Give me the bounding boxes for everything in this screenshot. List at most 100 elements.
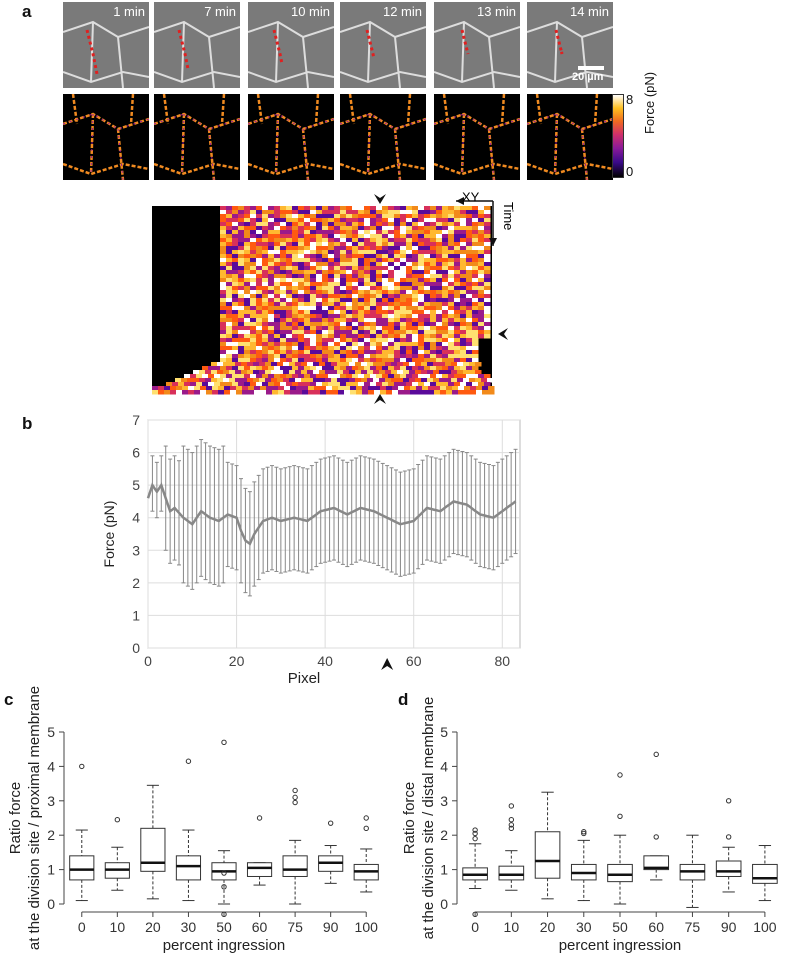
micrograph-frame: 7 min xyxy=(154,2,240,88)
kymo-cell xyxy=(422,386,429,391)
kymo-cell xyxy=(316,342,323,347)
kymo-cell xyxy=(334,290,341,295)
kymo-cell xyxy=(436,382,443,387)
kymo-cell xyxy=(319,378,326,383)
kymo-cell xyxy=(298,278,305,283)
kymo-cell xyxy=(448,234,455,239)
kymo-cell xyxy=(400,254,407,259)
kymo-cell xyxy=(280,338,287,343)
kymo-cell xyxy=(226,238,233,243)
kymo-cell xyxy=(290,390,297,395)
kymo-cell xyxy=(188,386,195,391)
kymo-cell xyxy=(466,206,473,211)
kymo-cell xyxy=(238,350,245,355)
kymo-cell xyxy=(346,330,353,335)
kymo-cell xyxy=(404,390,411,395)
kymo-cell xyxy=(280,230,287,235)
kymo-cell xyxy=(220,214,227,219)
kymo-cell xyxy=(316,374,323,379)
kymo-cell xyxy=(448,290,455,295)
kymo-cell xyxy=(304,358,311,363)
kymo-cell xyxy=(250,382,257,387)
kymo-cell xyxy=(164,386,171,391)
kymo-cell xyxy=(376,242,383,247)
kymo-cell xyxy=(352,226,359,231)
kymo-cell xyxy=(388,266,395,271)
kymo-cell xyxy=(376,246,383,251)
kymo-cell xyxy=(460,234,467,239)
kymo-cell xyxy=(394,322,401,327)
kymo-cell xyxy=(382,278,389,283)
x-axis-label: Pixel xyxy=(288,670,321,687)
kymo-cell xyxy=(325,362,332,367)
kymo-cell xyxy=(256,218,263,223)
kymo-cell xyxy=(352,302,359,307)
kymo-cell xyxy=(454,322,461,327)
kymo-cell xyxy=(301,370,308,375)
kymo-cell xyxy=(430,346,437,351)
kymo-cell xyxy=(466,326,473,331)
kymo-cell xyxy=(250,250,257,255)
kymo-cell xyxy=(418,298,425,303)
kymo-cell xyxy=(478,214,485,219)
kymo-cell xyxy=(370,310,377,315)
kymo-cell xyxy=(280,270,287,275)
kymo-cell xyxy=(394,214,401,219)
kymo-cell xyxy=(220,366,227,371)
kymo-cell xyxy=(415,362,422,367)
kymo-cell xyxy=(214,374,221,379)
kymo-cell xyxy=(244,354,251,359)
box xyxy=(607,863,633,883)
kymo-cell xyxy=(307,370,314,375)
kymo-cell xyxy=(202,366,209,371)
kymo-cell xyxy=(448,366,455,371)
kymo-cell xyxy=(310,290,317,295)
kymo-cell xyxy=(454,334,461,339)
kymo-cell xyxy=(268,366,275,371)
kymo-cell xyxy=(472,218,479,223)
kymo-cell xyxy=(250,254,257,259)
kymo-cell xyxy=(352,230,359,235)
kymo-cell xyxy=(316,318,323,323)
kymo-cell xyxy=(466,286,473,291)
kymo-cell xyxy=(427,362,434,367)
kymo-cell xyxy=(355,362,362,367)
kymo-cell xyxy=(478,298,485,303)
kymo-cell xyxy=(478,282,485,287)
kymo-cell xyxy=(418,274,425,279)
kymo-cell xyxy=(412,230,419,235)
kymo-cell xyxy=(454,242,461,247)
kymo-cell xyxy=(158,390,165,395)
kymo-cell xyxy=(418,302,425,307)
kymo-cell xyxy=(418,286,425,291)
kymo-cell xyxy=(370,270,377,275)
kymo-cell xyxy=(412,306,419,311)
kymo-cell xyxy=(316,330,323,335)
kymo-cell xyxy=(400,298,407,303)
kymo-cell xyxy=(226,254,233,259)
kymo-cell xyxy=(274,358,281,363)
kymo-cell xyxy=(274,346,281,351)
kymo-cell xyxy=(244,358,251,363)
kymo-cell xyxy=(220,258,227,263)
kymo-cell xyxy=(472,222,479,227)
kymo-cell xyxy=(484,286,491,291)
kymo-cell xyxy=(292,346,299,351)
kymo-cell xyxy=(394,298,401,303)
kymo-cell xyxy=(220,306,227,311)
kymo-cell xyxy=(230,386,237,391)
kymo-cell xyxy=(454,254,461,259)
kymo-cell xyxy=(292,374,299,379)
kymo-cell xyxy=(328,310,335,315)
kymo-cell xyxy=(388,230,395,235)
kymo-cell xyxy=(256,210,263,215)
kymo-cell xyxy=(238,322,245,327)
box xyxy=(715,860,742,877)
kymo-cell xyxy=(256,326,263,331)
kymo-cell xyxy=(280,246,287,251)
kymo-cell xyxy=(352,214,359,219)
kymo-cell xyxy=(448,238,455,243)
kymo-cell xyxy=(454,278,461,283)
kymo-cell xyxy=(235,378,242,383)
kymo-cell xyxy=(430,266,437,271)
